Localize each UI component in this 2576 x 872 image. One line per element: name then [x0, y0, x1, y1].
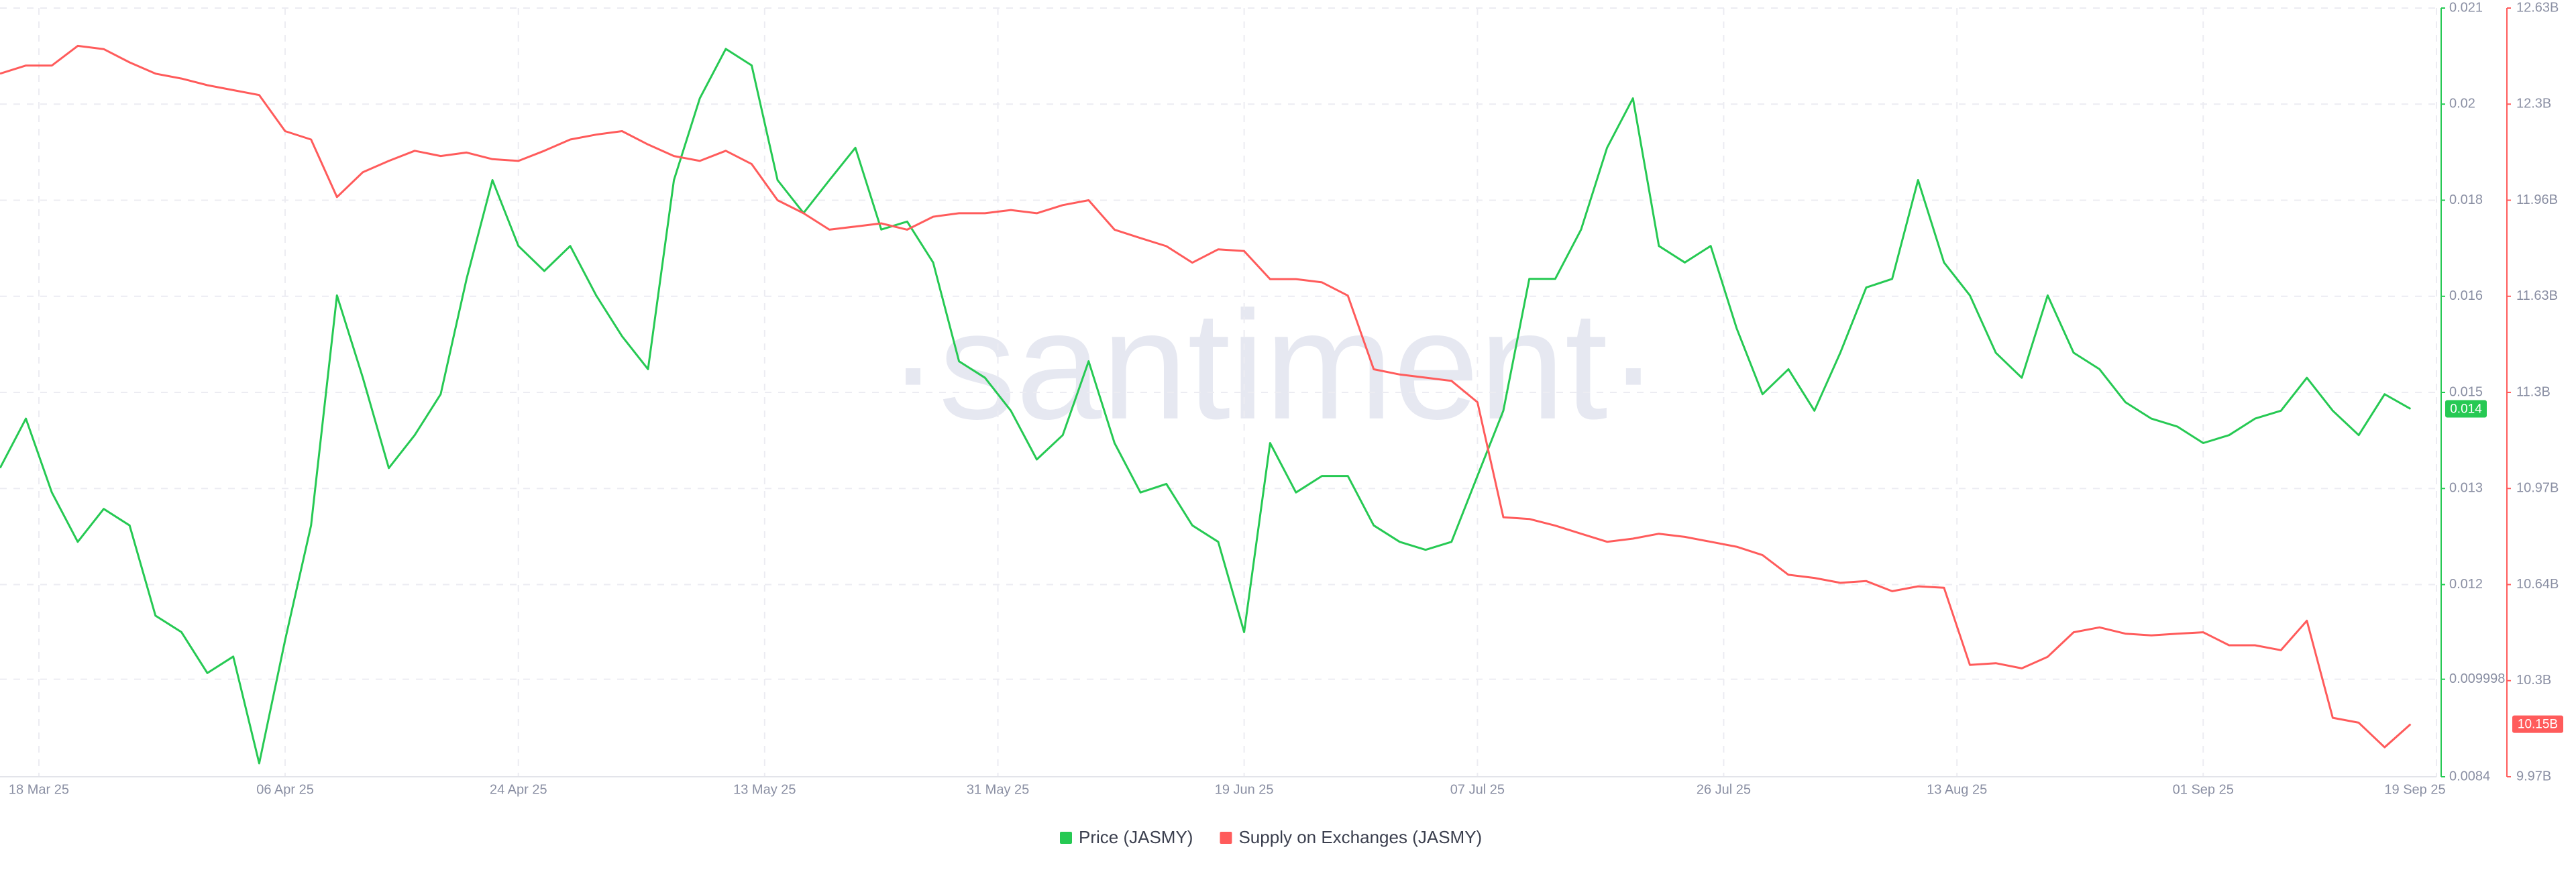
value-badge-label: 0.014	[2450, 402, 2482, 417]
y2-tick-label: 12.3B	[2516, 97, 2551, 111]
x-tick-label: 19 Sep 25	[2384, 782, 2445, 797]
x-tick-label: 13 Aug 25	[1927, 782, 1987, 797]
y-tick-label: 0.013	[2449, 481, 2483, 496]
y-tick-label: 0.021	[2449, 0, 2483, 15]
legend-label: Supply on Exchanges (JASMY)	[1238, 827, 1482, 847]
value-badge	[2512, 715, 2563, 733]
x-tick-label: 24 Apr 25	[490, 782, 547, 797]
y2-tick-label: 9.97B	[2516, 769, 2551, 783]
value-badge-label: 10.15B	[2518, 718, 2558, 732]
x-tick-label: 01 Sep 25	[2173, 782, 2234, 797]
y2-tick-label: 10.64B	[2516, 577, 2559, 592]
x-tick-label: 19 Jun 25	[1215, 782, 1274, 797]
series-line	[0, 44, 2412, 749]
legend-label: Price (JASMY)	[1079, 827, 1193, 847]
value-badge	[2445, 400, 2487, 418]
y2-tick-label: 12.63B	[2516, 0, 2559, 15]
x-tick-label: 06 Apr 25	[256, 782, 314, 797]
x-tick-label: 31 May 25	[967, 782, 1029, 797]
y2-tick-label: 10.3B	[2516, 673, 2551, 688]
legend-swatch	[1220, 832, 1232, 844]
y-tick-label: 0.016	[2449, 288, 2483, 303]
y-tick-label: 0.018	[2449, 193, 2483, 207]
watermark: ·santiment·	[888, 279, 1659, 451]
y2-tick-label: 11.3B	[2516, 384, 2551, 399]
y2-tick-label: 10.97B	[2516, 481, 2559, 496]
y-tick-label: 0.015	[2449, 384, 2483, 399]
y-tick-label: 0.02	[2449, 97, 2475, 111]
legend-swatch	[1060, 832, 1072, 844]
series-line	[0, 48, 2412, 765]
x-tick-label: 13 May 25	[733, 782, 796, 797]
x-tick-label: 26 Jul 25	[1697, 782, 1751, 797]
y-tick-label: 0.012	[2449, 577, 2483, 592]
x-tick-label: 07 Jul 25	[1450, 782, 1505, 797]
y-tick-label: 0.0084	[2449, 769, 2490, 783]
y2-tick-label: 11.63B	[2516, 288, 2558, 303]
legend: Price (JASMY) Supply on Exchanges (JASMY)	[1060, 827, 1482, 847]
y-tick-label: 0.009998	[2449, 671, 2505, 686]
y2-tick-label: 11.96B	[2516, 193, 2558, 207]
x-tick-label: 18 Mar 25	[9, 782, 69, 797]
